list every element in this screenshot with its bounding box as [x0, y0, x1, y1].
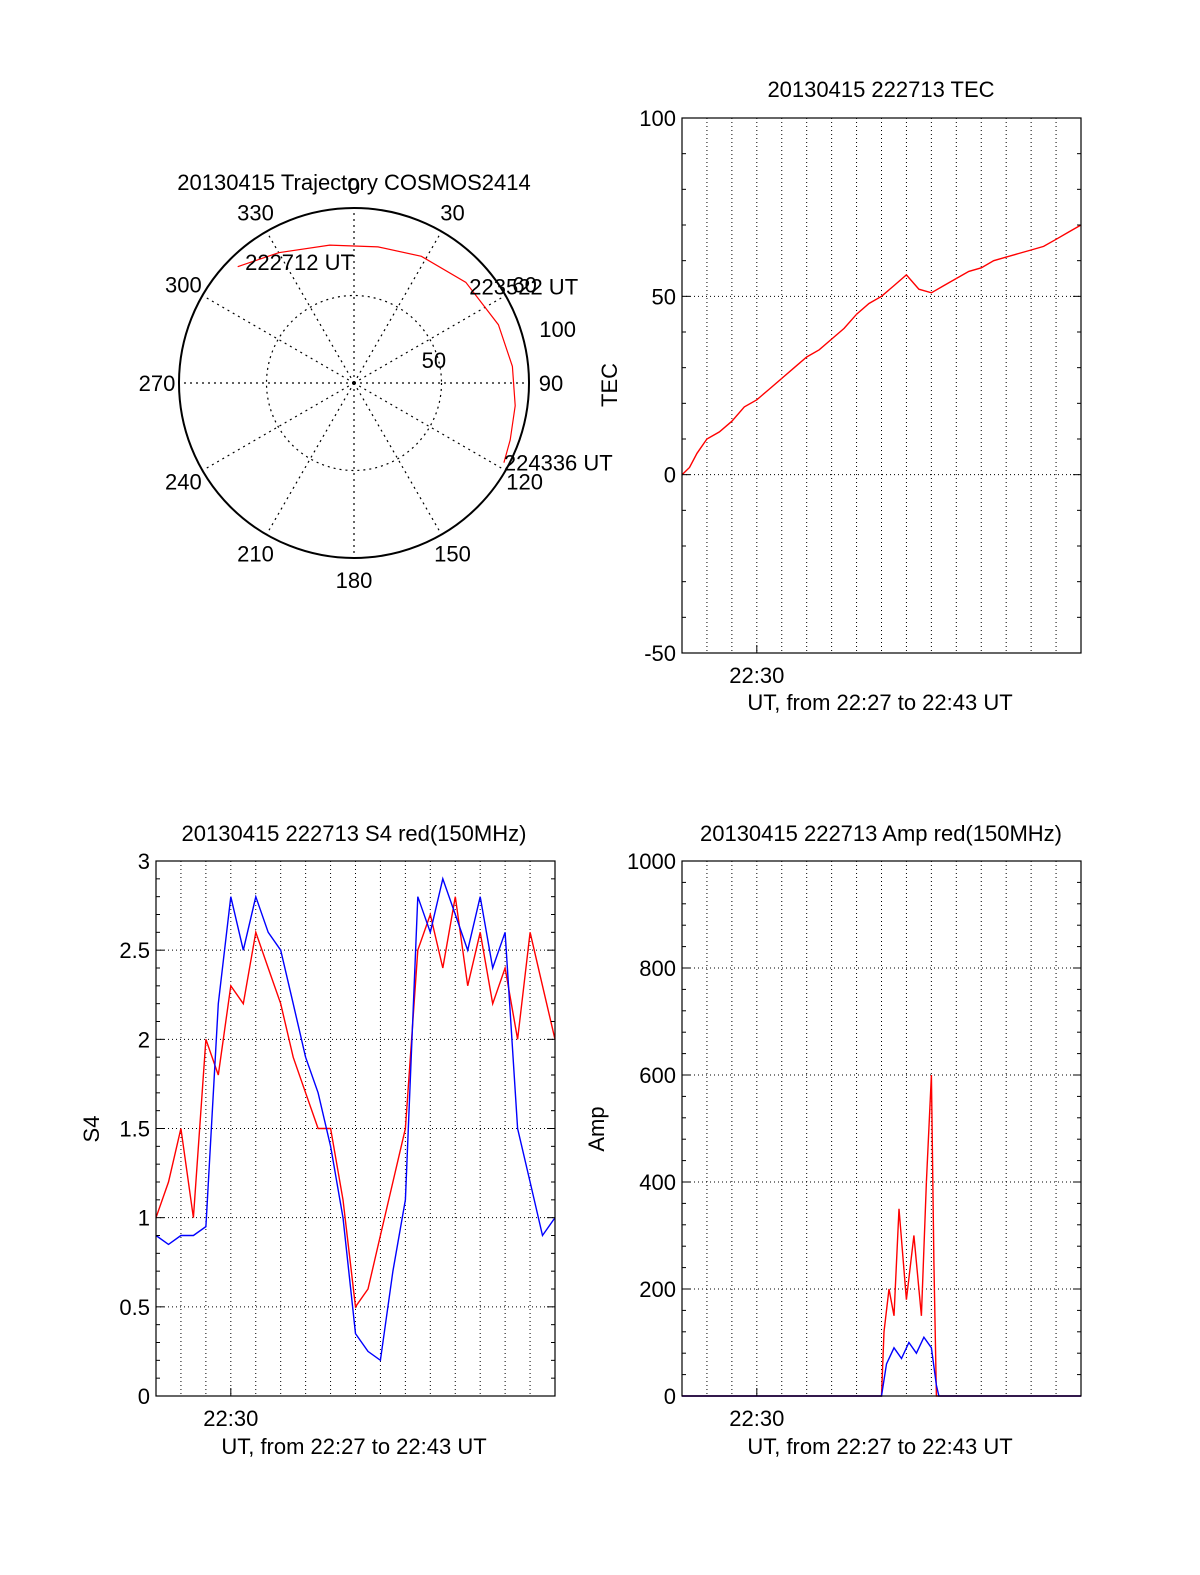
- polar-azimuth-label: 0: [348, 174, 360, 199]
- polar-azimuth-label: 60: [512, 273, 536, 298]
- series-line-red: [155, 896, 556, 1309]
- plot-frame: [681, 117, 1082, 654]
- trajectory-title: 20130415 Trajectory COSMOS2414: [177, 170, 530, 195]
- series-line-red: [681, 224, 1082, 476]
- tec-x-label: UT, from 22:27 to 22:43 UT: [747, 690, 1012, 715]
- polar-radius-label: 100: [539, 317, 576, 342]
- polar-time-annotation: 224336 UT: [504, 451, 613, 476]
- trajectory-annotations: 222712 UT 223522 UT 224336 UT: [245, 250, 613, 476]
- y-tick-label: -50: [644, 641, 676, 666]
- polar-azimuth-label: 270: [139, 371, 176, 396]
- polar-azimuth-label: 90: [539, 371, 563, 396]
- y-tick-label: 1.5: [119, 1117, 150, 1142]
- s4-x-label: UT, from 22:27 to 22:43 UT: [221, 1434, 486, 1459]
- amp-x-label: UT, from 22:27 to 22:43 UT: [747, 1434, 1012, 1459]
- polar-azimuth-label: 30: [440, 200, 464, 225]
- polar-spoke: [265, 231, 355, 384]
- amp-plot: 0 200 400 600 800 1000 22:30: [627, 849, 1082, 1431]
- s4-title: 20130415 222713 S4 red(150MHz): [182, 821, 527, 846]
- tec-panel: 20130415 222713 TEC -50 0 50 100 22:30 UT, f…: [597, 77, 1082, 715]
- trajectory-track: [237, 244, 516, 463]
- series-line-blue: [682, 1335, 1081, 1397]
- trajectory-azimuth-labels: 0 30 60 90 120 150 180 210 240 270 300 330: [139, 174, 564, 593]
- y-tick-label: 1: [138, 1206, 150, 1231]
- y-tick-label: 2.5: [119, 938, 150, 963]
- polar-ring: [265, 294, 443, 472]
- y-tick-label: 800: [639, 956, 676, 981]
- x-tick-label: 22:30: [729, 1406, 784, 1431]
- trajectory-panel: 20130415 Trajectory COSMOS2414 0 30 60 90 12…: [139, 170, 613, 593]
- polar-azimuth-label: 300: [165, 273, 202, 298]
- y-tick-label: 0: [664, 1384, 676, 1409]
- polar-time-annotation: 222712 UT: [245, 250, 354, 275]
- y-tick-label: 3: [138, 849, 150, 874]
- polar-spoke: [353, 382, 506, 472]
- polar-spoke: [265, 382, 355, 535]
- s4-y-label: S4: [79, 1116, 104, 1143]
- polar-azimuth-label: 120: [506, 470, 543, 495]
- y-tick-label: 50: [652, 284, 676, 309]
- polar-spoke: [202, 382, 355, 472]
- polar-azimuth-label: 330: [237, 200, 274, 225]
- s4-panel: 20130415 222713 S4 red(150MHz) 0 0.5 1 1.5 2…: [79, 821, 556, 1459]
- trajectory-outer-ring: [178, 207, 530, 559]
- series-line-red: [682, 1074, 1081, 1397]
- polar-radius-label: 50: [422, 348, 446, 373]
- tec-y-label: TEC: [597, 363, 622, 407]
- trajectory-grid: [179, 208, 529, 558]
- s4-plot: 0 0.5 1 1.5 2 2.5 3 22:30: [119, 849, 556, 1431]
- polar-spoke: [353, 382, 443, 535]
- tec-title: 20130415 222713 TEC: [767, 77, 994, 102]
- y-tick-label: 400: [639, 1170, 676, 1195]
- amp-y-label: Amp: [584, 1106, 609, 1151]
- y-tick-label: 0.5: [119, 1295, 150, 1320]
- polar-azimuth-label: 210: [237, 542, 274, 567]
- y-tick-label: 600: [639, 1063, 676, 1088]
- tec-plot: -50 0 50 100 22:30: [639, 106, 1082, 688]
- y-tick-label: 2: [138, 1027, 150, 1052]
- x-tick-label: 22:30: [729, 663, 784, 688]
- x-tick-label: 22:30: [203, 1406, 258, 1431]
- polar-azimuth-label: 180: [336, 568, 373, 593]
- amp-title: 20130415 222713 Amp red(150MHz): [700, 821, 1062, 846]
- amp-panel: 20130415 222713 Amp red(150MHz) 0 200 400 6…: [584, 821, 1082, 1459]
- series-line-blue: [155, 876, 556, 1362]
- polar-time-annotation: 223522 UT: [469, 274, 578, 299]
- polar-spoke: [353, 294, 506, 384]
- y-tick-label: 200: [639, 1277, 676, 1302]
- y-tick-label: 100: [639, 106, 676, 131]
- y-tick-label: 0: [138, 1384, 150, 1409]
- polar-spoke: [353, 231, 443, 384]
- trajectory-radial-labels: 50 100: [422, 317, 576, 373]
- y-tick-label: 0: [664, 463, 676, 488]
- polar-azimuth-label: 150: [434, 542, 471, 567]
- polar-spoke: [202, 294, 355, 384]
- plot-frame: [681, 860, 1082, 1397]
- y-tick-label: 1000: [627, 849, 676, 874]
- polar-azimuth-label: 240: [165, 470, 202, 495]
